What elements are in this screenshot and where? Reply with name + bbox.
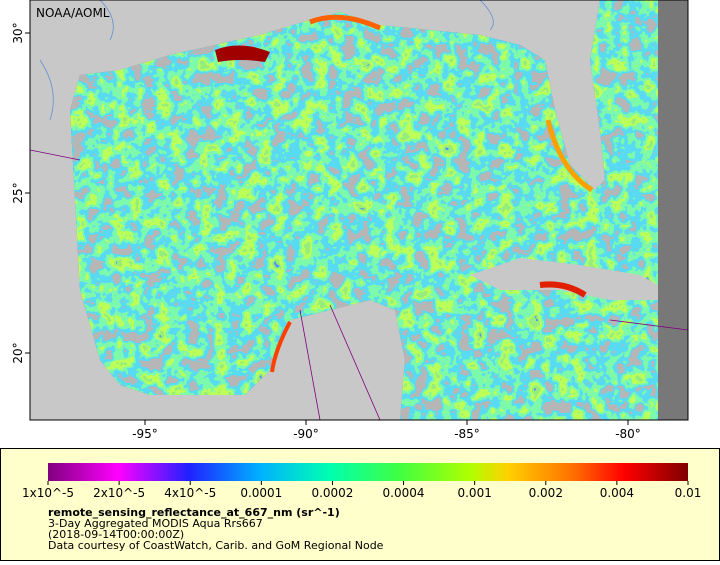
coastal-high: [215, 45, 270, 62]
colorbar-label: 2x10^-5: [93, 486, 145, 500]
map-title: NOAA/AOML: [36, 6, 110, 20]
map-area: [30, 0, 688, 420]
legend-date: (2018-09-14T00:00:00Z): [48, 528, 184, 541]
colorbar-label: 4x10^-5: [164, 486, 216, 500]
coastal-high: [545, 119, 594, 193]
colorbar-label: 0.001: [457, 486, 491, 500]
colorbar-label: 0.01: [675, 486, 702, 500]
coastal-high: [270, 321, 292, 373]
border: [30, 149, 688, 420]
colorbar-label: 0.0004: [383, 486, 425, 500]
river: [39, 0, 494, 121]
lat-tick-label: 30°: [11, 22, 25, 43]
lat-tick-label: 20°: [11, 342, 25, 363]
lon-tick-label: -90°: [293, 427, 319, 441]
map-frame: [29, 0, 689, 421]
nodata-strip: [658, 0, 688, 420]
colorbar-label: 0.004: [600, 486, 634, 500]
legend-description: 3-Day Aggregated MODIS Aqua Rrs667: [48, 517, 263, 530]
cuba: [470, 258, 658, 300]
colorbar-label: 0.0002: [311, 486, 353, 500]
colorbar: [48, 463, 688, 481]
colorbar-label: 1x10^-5: [22, 486, 74, 500]
lon-tick-label: -80°: [615, 427, 641, 441]
legend-credit: Data courtesy of CoastWatch, Carib. and …: [48, 539, 384, 552]
lat-tick-label: 25°: [11, 182, 25, 203]
colorbar-label: 0.0001: [240, 486, 282, 500]
lon-tick-label: -85°: [454, 427, 480, 441]
coastal-high: [539, 281, 587, 298]
lon-tick-label: -95°: [132, 427, 158, 441]
colorbar-label: 0.002: [529, 486, 563, 500]
legend-variable: remote_sensing_reflectance_at_667_nm (sr…: [48, 506, 340, 519]
coastal-high: [309, 14, 382, 31]
